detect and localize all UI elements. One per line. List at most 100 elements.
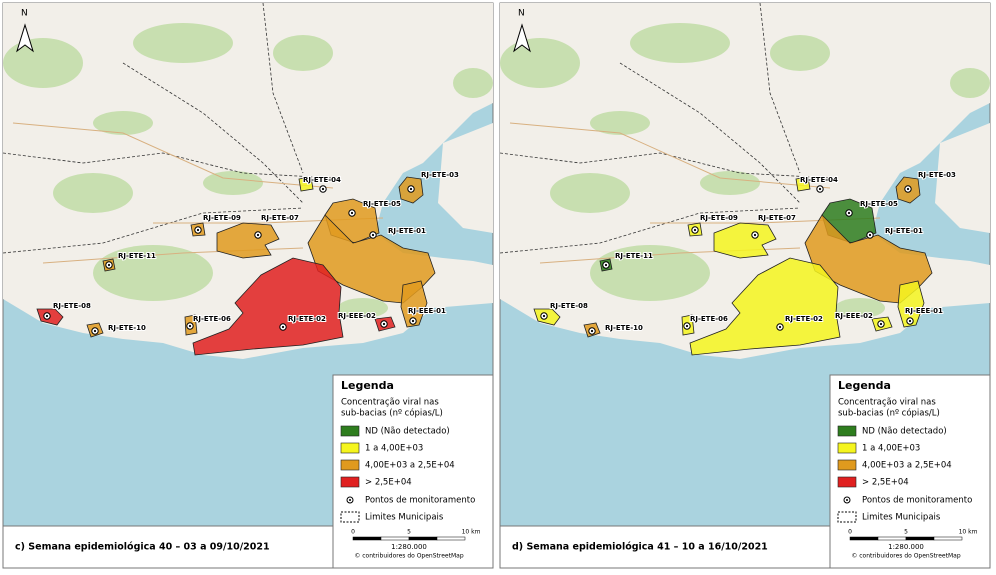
scale-segment [905,536,935,541]
legend-subtitle: sub-bacias (nº cópias/L) [838,408,940,419]
scale-segment [380,536,410,541]
monitoring-point-dot [542,314,546,318]
monitoring-point-dot [906,187,910,191]
monitoring-point-dot [371,233,375,237]
forest [3,38,83,88]
station-label: RJ-ETE-09 [203,214,241,222]
station-label: RJ-ETE-03 [421,171,459,179]
attribution: © contribuidores do OpenStreetMap [851,553,960,560]
legend-swatch [837,425,857,437]
forest [550,173,630,213]
monitoring-point-dot [868,233,872,237]
monitoring-point-dot [256,233,260,237]
legend-limits-label: Limites Municipais [365,513,444,523]
scale-ratio: 1:280.000 [888,543,924,551]
forest [93,111,153,135]
station-label: RJ-ETE-08 [550,302,588,310]
subbasin [400,280,428,328]
scale-segment [436,536,466,541]
scale-tick: 0 [351,529,355,536]
station-label: RJ-ETE-04 [800,176,838,184]
forest [770,35,830,71]
forest [273,35,333,71]
scale-bar: 0 5 10 km 1:280.000 © contribuidores do Open… [848,529,977,560]
road [12,122,334,189]
forest [950,68,990,98]
forest [835,298,885,318]
municipal-boundary [499,207,801,254]
monitoring-point-dot [818,187,822,191]
legend-swatch [837,459,857,471]
station-label: RJ-ETE-03 [918,171,956,179]
map-panel: RJ-ETE-04 RJ-ETE-03 RJ-ETE-05 RJ-ETE-09 RJ-E… [2,2,494,569]
forest [630,23,730,63]
monitoring-point-dot [409,187,413,191]
monitoring-point-dot [753,233,757,237]
legend-point-dot [846,499,848,501]
legend-subtitle: Concentração viral nas [838,398,936,408]
north-label: N [21,9,28,19]
forest [133,23,233,63]
station-label: RJ-EEE-01 [905,307,943,315]
legend-box [829,374,991,569]
forest [500,38,580,88]
north-arrow [16,23,34,53]
scale-tick: 5 [407,529,411,536]
legend-label: > 2,5E+04 [365,478,412,488]
station-label: RJ-ETE-05 [363,200,401,208]
monitoring-point-dot [685,324,689,328]
forest [338,298,388,318]
monitoring-point-dot [93,329,97,333]
station-label: RJ-ETE-07 [758,214,796,222]
legend-limit [340,511,360,523]
legend-subtitle: Concentração viral nas [341,398,439,408]
station-label: RJ-EEE-02 [835,312,873,320]
legend-swatch [340,476,360,488]
monitoring-point-dot [350,211,354,215]
station-label: RJ-ETE-01 [885,227,923,235]
forest [700,171,760,195]
attribution: © contribuidores do OpenStreetMap [354,553,463,560]
monitoring-point-dot [45,314,49,318]
monitoring-point-dot [693,228,697,232]
station-label: RJ-ETE-10 [108,324,146,332]
station-label: RJ-ETE-02 [288,315,326,323]
monitoring-point-dot [590,329,594,333]
monitoring-point-dot [847,211,851,215]
scale-segment [877,536,907,541]
map-panel: RJ-ETE-04 RJ-ETE-03 RJ-ETE-05 RJ-ETE-09 RJ-E… [499,2,991,569]
municipal-boundary [2,152,334,179]
scale-bar: 0 5 10 km 1:280.000 © contribuidores do Open… [351,529,480,560]
station-label: RJ-ETE-07 [261,214,299,222]
station-label: RJ-ETE-09 [700,214,738,222]
monitoring-point-dot [188,324,192,328]
forest [590,111,650,135]
legend-label: 4,00E+03 a 2,5E+04 [365,461,455,471]
legend-title: Legenda [341,379,394,392]
legend: Legenda Concentração viral nassub-bacias … [332,374,494,569]
monitoring-point-dot [908,319,912,323]
legend-label: ND (Não detectado) [862,427,947,437]
station-label: RJ-ETE-11 [615,252,653,260]
road [509,122,831,189]
subbasin [192,257,344,356]
legend-swatch [340,425,360,437]
scale-segment [933,536,963,541]
scale-ratio: 1:280.000 [391,543,427,551]
legend-subtitle: sub-bacias (nº cópias/L) [341,408,443,419]
station-label: RJ-ETE-04 [303,176,341,184]
monitoring-point-dot [281,325,285,329]
caption-box [499,525,831,569]
peninsula [438,123,493,233]
forest [590,245,710,301]
caption-box [2,525,334,569]
caption: d) Semana epidemiológica 41 – 10 a 16/10… [512,542,768,553]
station-label: RJ-ETE-06 [193,315,231,323]
monitoring-point-dot [107,263,111,267]
scale-segment [408,536,438,541]
municipal-boundary [262,2,304,174]
monitoring-point-dot [196,228,200,232]
station-label: RJ-ETE-01 [388,227,426,235]
municipal-boundary [759,2,801,174]
legend-label: 4,00E+03 a 2,5E+04 [862,461,952,471]
